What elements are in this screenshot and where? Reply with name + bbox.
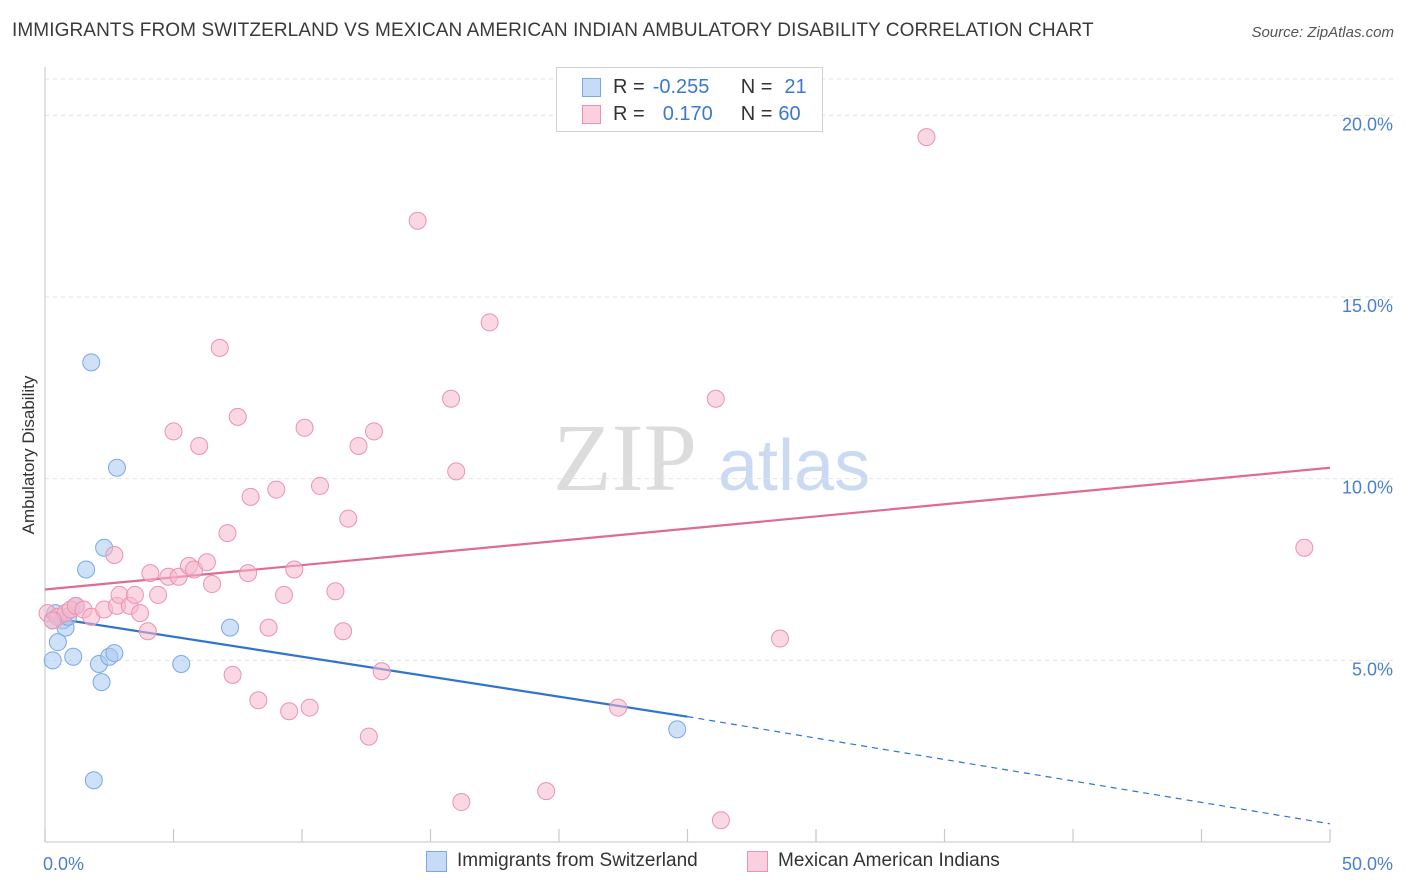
point-mexican <box>359 727 378 746</box>
point-mexican <box>447 462 466 481</box>
point-mexican <box>138 622 157 641</box>
y-tick-label: 15.0% <box>1342 296 1393 316</box>
x-tick-label: 50.0% <box>1342 854 1393 874</box>
stats-n-label: N = <box>740 75 773 98</box>
point-mexican <box>1295 538 1314 557</box>
stats-row-switzerland: R = -0.255 N = 21 <box>557 73 807 101</box>
y-tick-label: 20.0% <box>1342 114 1393 134</box>
y-tick-label: 10.0% <box>1342 478 1393 498</box>
point-mexican <box>295 418 314 437</box>
point-mexican <box>364 422 383 441</box>
point-switzerland <box>64 647 83 666</box>
point-mexican <box>349 436 368 455</box>
watermark-zip: ZIP <box>553 404 697 511</box>
stats-box: R = -0.255 N = 21 R = 0.170 N = 60 <box>556 67 823 132</box>
point-mexican <box>228 407 247 426</box>
point-switzerland <box>82 353 101 372</box>
point-mexican <box>43 611 62 630</box>
stats-n-value: 21 <box>784 75 807 98</box>
point-mexican <box>131 604 150 623</box>
point-mexican <box>280 702 299 721</box>
trend-lines <box>44 466 1331 825</box>
stats-swatch-mexican <box>582 104 601 124</box>
axis-labels: 5.0% 10.0% 15.0% 20.0% 0.0% 50.0% Ambulatory D… <box>19 114 1393 874</box>
point-mexican <box>259 618 278 637</box>
trend-line-switzerland-extrapolated <box>687 716 1331 825</box>
point-mexican <box>609 698 628 717</box>
stats-r-value: -0.255 <box>652 75 710 98</box>
point-mexican <box>334 622 353 641</box>
point-mexican <box>239 564 258 583</box>
point-mexican <box>223 665 242 684</box>
point-mexican <box>326 582 345 601</box>
stats-row-mexican: R = 0.170 N = 60 <box>557 100 801 128</box>
stats-n-value: 60 <box>778 102 801 125</box>
point-switzerland <box>221 618 240 637</box>
stats-n-label: N = <box>740 102 773 125</box>
legend-swatch-mexican <box>747 850 768 872</box>
chart-title: IMMIGRANTS FROM SWITZERLAND VS MEXICAN A… <box>12 20 1094 41</box>
point-mexican <box>339 509 358 528</box>
axes <box>44 67 1331 843</box>
trend-line-mexican <box>44 466 1331 591</box>
point-mexican <box>480 313 499 332</box>
point-mexican <box>203 575 222 594</box>
point-mexican <box>164 422 183 441</box>
point-mexican <box>917 128 936 147</box>
point-switzerland <box>92 673 111 692</box>
legend-item-switzerland[interactable]: Immigrants from Switzerland <box>426 850 698 872</box>
point-mexican <box>141 564 160 583</box>
point-mexican <box>241 487 260 506</box>
watermark-atlas: atlas <box>718 426 870 506</box>
stats-r-value: 0.170 <box>662 102 713 125</box>
legend-label: Immigrants from Switzerland <box>457 850 698 871</box>
point-mexican <box>452 793 471 812</box>
point-mexican <box>267 480 286 499</box>
y-tick-label: 5.0% <box>1352 659 1393 679</box>
x-tick-label: 0.0% <box>43 854 84 874</box>
point-switzerland <box>84 771 103 790</box>
data-points <box>38 128 1314 830</box>
point-mexican <box>105 545 124 564</box>
stats-r-label: R = <box>613 102 645 125</box>
point-mexican <box>275 585 294 604</box>
point-mexican <box>711 811 730 830</box>
legend-swatch-switzerland <box>426 850 447 872</box>
point-mexican <box>300 698 319 717</box>
point-mexican <box>125 585 144 604</box>
point-mexican <box>706 389 725 408</box>
point-mexican <box>372 662 391 681</box>
legend-label: Mexican American Indians <box>778 850 1000 871</box>
point-switzerland <box>77 560 96 579</box>
point-mexican <box>310 476 329 495</box>
point-mexican <box>537 782 556 801</box>
point-switzerland <box>107 458 126 477</box>
point-mexican <box>218 524 237 543</box>
y-axis-label: Ambulatory Disability <box>19 375 38 534</box>
watermark: ZIP atlas <box>553 404 870 511</box>
point-mexican <box>190 436 209 455</box>
point-switzerland <box>172 654 191 673</box>
point-mexican <box>771 629 790 648</box>
point-mexican <box>210 338 229 357</box>
point-switzerland <box>105 644 124 663</box>
point-mexican <box>285 560 304 579</box>
point-mexican <box>249 691 268 710</box>
point-switzerland <box>43 651 62 670</box>
point-mexican <box>197 553 216 572</box>
stats-swatch-switzerland <box>582 77 601 97</box>
point-mexican <box>408 211 427 230</box>
stats-r-label: R = <box>613 75 645 98</box>
point-switzerland <box>48 633 67 652</box>
point-switzerland <box>668 720 687 739</box>
source-label: Source: ZipAtlas.com <box>1251 24 1394 41</box>
point-mexican <box>442 389 461 408</box>
legend-item-mexican[interactable]: Mexican American Indians <box>747 850 1000 872</box>
point-mexican <box>149 585 168 604</box>
